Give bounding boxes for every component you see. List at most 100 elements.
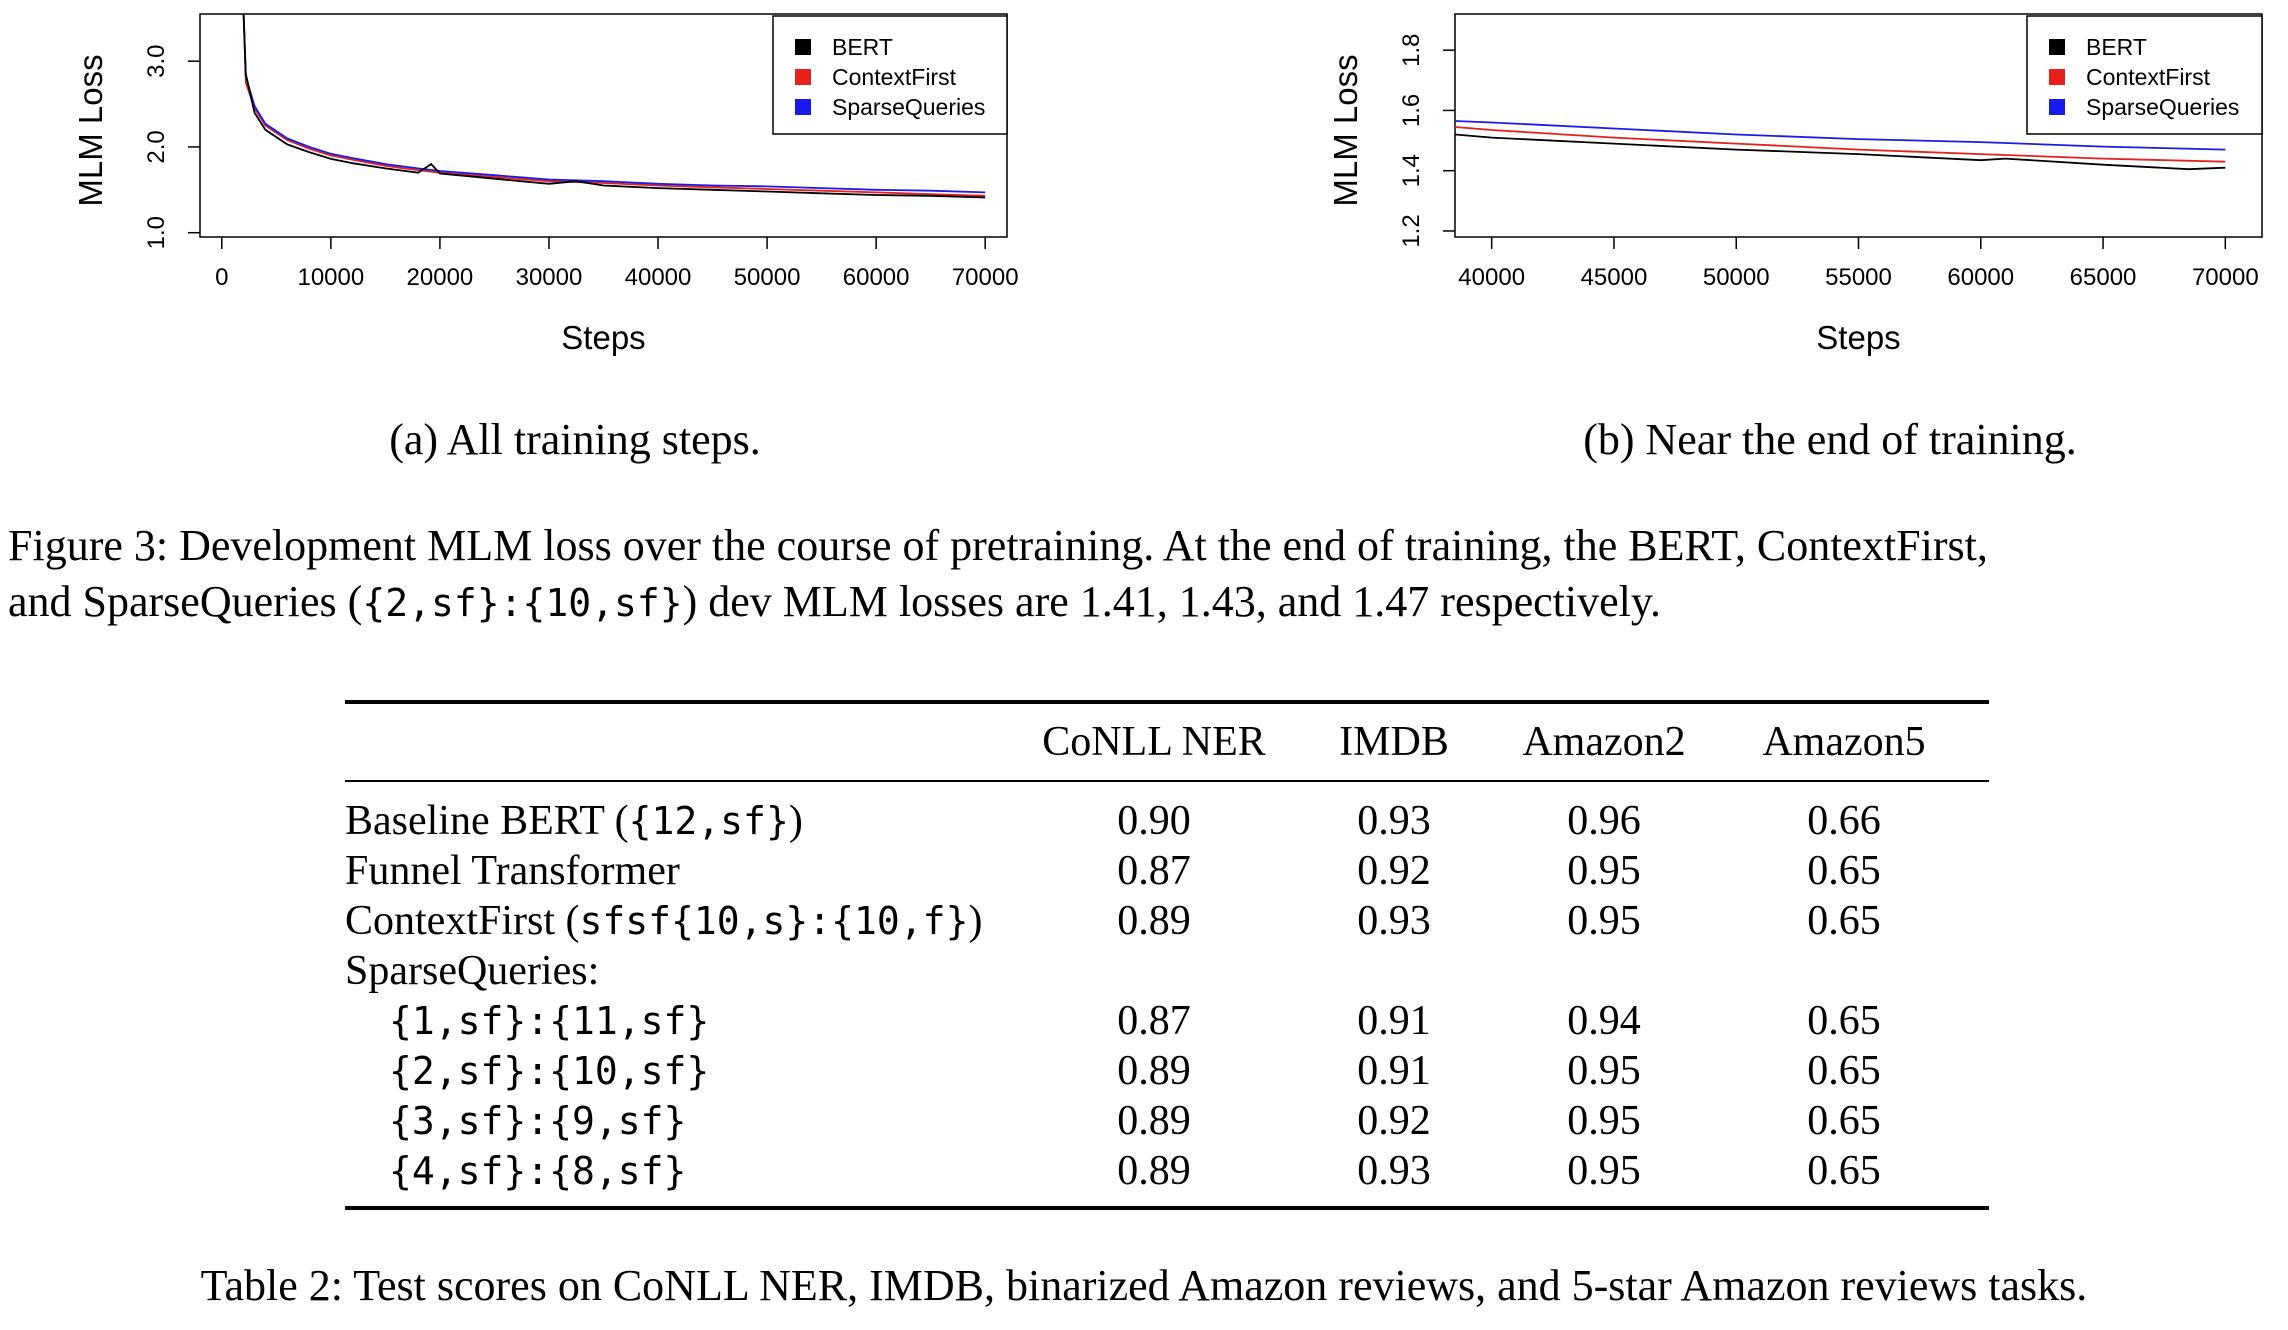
table-row: {4,sf}:{8,sf} 0.89 0.93 0.95 0.65 (345, 1146, 1989, 1208)
series-line-contextfirst (1455, 126, 2226, 163)
table-cell: 0.89 (1117, 1148, 1191, 1194)
chart-b: 40000 45000 50000 55000 60000 65000 70000 1.2 1.… (1327, 13, 2263, 356)
subcaption-b: (b) Near the end of training. (1583, 415, 2077, 464)
series-line-sparsequeries (1455, 120, 2226, 151)
legend-swatch (2049, 39, 2065, 55)
table-cell: 0.93 (1357, 1148, 1431, 1194)
table-cell: 0.92 (1357, 1098, 1431, 1144)
x-tick-label: 45000 (1581, 264, 1648, 291)
y-tick-label: 1.0 (143, 216, 170, 249)
table-cell: 0.65 (1807, 898, 1881, 944)
x-tick-label: 70000 (2192, 264, 2259, 291)
y-tick-label: 1.2 (1398, 214, 1425, 247)
row-label-code: {3,sf}:{9,sf} (389, 1099, 687, 1143)
legend-label: ContextFirst (832, 64, 957, 90)
row-label: Baseline BERT ({12,sf}) (345, 781, 1029, 846)
table-row: Baseline BERT ({12,sf}) 0.90 0.93 0.96 0.66 (345, 781, 1989, 846)
y-tick-label: 1.6 (1398, 94, 1425, 127)
table-cell: 0.65 (1807, 998, 1881, 1044)
table-cell: 0.95 (1567, 898, 1641, 944)
row-label-code: {2,sf}:{10,sf} (389, 1049, 710, 1093)
row-label-text: ) (788, 798, 803, 844)
row-label-text: ContextFirst ( (345, 898, 580, 944)
legend-swatch (795, 99, 811, 115)
table-cell: 0.90 (1117, 798, 1191, 844)
y-tick-label: 2.0 (143, 130, 170, 163)
legend-label: SparseQueries (832, 94, 985, 120)
table-cell: 0.65 (1807, 1048, 1881, 1094)
legend-box (772, 15, 1008, 135)
series-line-bert (1455, 133, 2226, 171)
x-tick-label: 65000 (2070, 264, 2137, 291)
plot-area (242, 14, 986, 199)
plot-area (1455, 120, 2226, 171)
x-tick-label: 55000 (1825, 264, 1892, 291)
table-row: ContextFirst (sfsf{10,s}:{10,f}) 0.89 0.93… (345, 896, 1989, 946)
x-tick-label: 30000 (516, 264, 583, 291)
table-cell: 0.95 (1567, 1098, 1641, 1144)
table-cell: 0.89 (1117, 898, 1191, 944)
table-cell (1279, 946, 1509, 996)
table-cell: 0.65 (1807, 1148, 1881, 1194)
table-header-cell: IMDB (1339, 719, 1449, 765)
table-cell: 0.95 (1567, 1048, 1641, 1094)
x-tick-label: 50000 (1703, 264, 1770, 291)
x-axis-label: Steps (1816, 319, 1900, 356)
row-label: {4,sf}:{8,sf} (345, 1146, 1029, 1208)
x-tick-label: 50000 (734, 264, 801, 291)
row-label-code: {1,sf}:{11,sf} (389, 999, 710, 1043)
table-row: {2,sf}:{10,sf} 0.89 0.91 0.95 0.65 (345, 1046, 1989, 1096)
legend-swatch (795, 69, 811, 85)
legend-label: BERT (832, 34, 893, 60)
y-tick-label: 1.8 (1398, 33, 1425, 66)
row-label: SparseQueries: (345, 946, 1029, 996)
row-label-text: ) (968, 898, 983, 944)
figure-caption-text: ) dev MLM losses are 1.41, 1.43, and 1.4… (682, 577, 1662, 626)
row-label: Funnel Transformer (345, 846, 1029, 896)
y-tick-label: 1.4 (1398, 154, 1425, 187)
row-label: {2,sf}:{10,sf} (345, 1046, 1029, 1096)
legend-box (2026, 15, 2263, 135)
x-tick-label: 10000 (297, 264, 364, 291)
table-body: Baseline BERT ({12,sf}) 0.90 0.93 0.96 0.66 F… (345, 781, 1989, 1208)
x-tick-label: 0 (215, 264, 228, 291)
x-tick-label: 40000 (1458, 264, 1525, 291)
y-tick-label: 3.0 (143, 44, 170, 77)
legend-swatch (2049, 99, 2065, 115)
table-row: SparseQueries: (345, 946, 1989, 996)
table-cell (1699, 946, 1989, 996)
row-label-text: Baseline BERT ( (345, 798, 629, 844)
legend-label: SparseQueries (2086, 94, 2239, 120)
x-tick-label: 60000 (843, 264, 910, 291)
table-row: Funnel Transformer 0.87 0.92 0.95 0.65 (345, 846, 1989, 896)
table-row: {3,sf}:{9,sf} 0.89 0.92 0.95 0.65 (345, 1096, 1989, 1146)
table-header-cell: CoNLL NER (1042, 719, 1266, 765)
figure-caption-line-1: Figure 3: Development MLM loss over the … (8, 521, 1988, 570)
row-label-text: Funnel Transformer (345, 848, 680, 894)
table-header-row: CoNLL NER IMDB Amazon2 Amazon5 (345, 702, 1989, 781)
table-cell: 0.66 (1807, 798, 1881, 844)
figure-3-charts: 0 10000 20000 30000 40000 50000 60000 70000 1.0 2… (72, 13, 2263, 356)
figure-caption-text: and SparseQueries ( (8, 577, 363, 626)
series-line-sparsequeries (242, 14, 986, 194)
x-tick-label: 60000 (1947, 264, 2014, 291)
y-axis-label: MLM Loss (72, 54, 109, 206)
subcaption-a: (a) All training steps. (389, 415, 761, 464)
figure-caption-line-2: and SparseQueries ({2,sf}:{10,sf}) dev M… (8, 574, 2288, 631)
table-header-cell: Amazon2 (1522, 719, 1686, 765)
table-cell: 0.87 (1117, 848, 1191, 894)
table-cell (1509, 946, 1699, 996)
table-cell: 0.95 (1567, 1148, 1641, 1194)
legend-label: BERT (2086, 34, 2147, 60)
table-header-empty (345, 702, 1029, 781)
legend-swatch (795, 39, 811, 55)
table-cell: 0.87 (1117, 998, 1191, 1044)
table-cell: 0.65 (1807, 848, 1881, 894)
row-label: {1,sf}:{11,sf} (345, 996, 1029, 1046)
table-cell: 0.89 (1117, 1098, 1191, 1144)
table-header-cell: Amazon5 (1762, 719, 1926, 765)
table-cell: 0.91 (1357, 1048, 1431, 1094)
table-cell (1029, 946, 1279, 996)
table-cell: 0.96 (1567, 798, 1641, 844)
table-cell: 0.94 (1567, 998, 1641, 1044)
